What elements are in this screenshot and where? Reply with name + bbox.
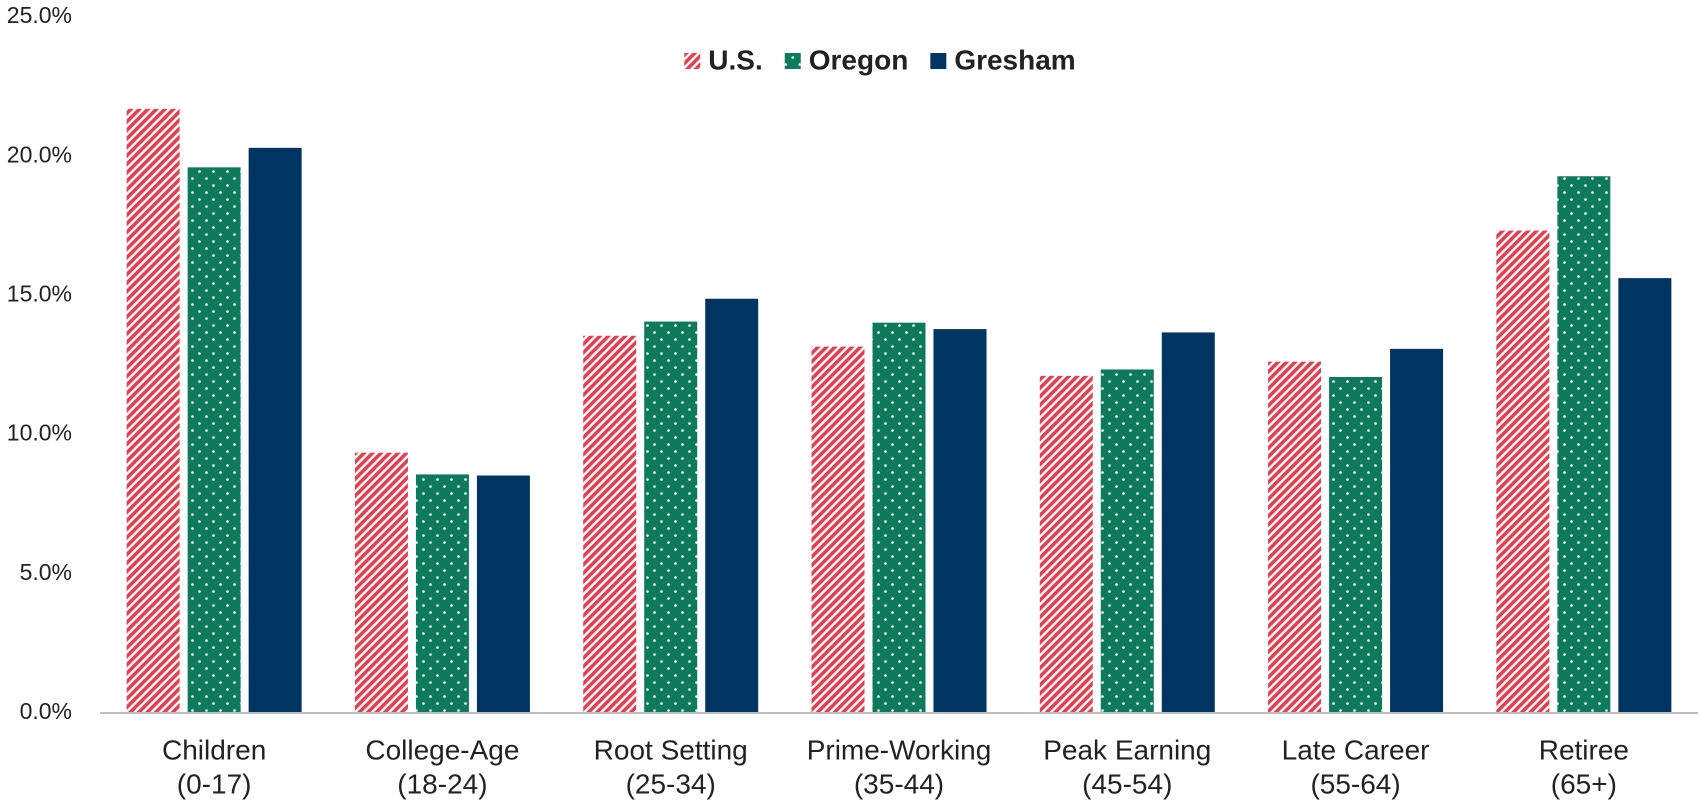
x-tick-label: (0-17) [177, 768, 252, 799]
bar [705, 298, 759, 713]
legend-label: Gresham [954, 44, 1075, 75]
legend: U.S. Oregon Gresham [684, 44, 1076, 75]
y-tick-label: 10.0% [7, 420, 72, 446]
bar [126, 108, 180, 713]
legend-swatch [684, 53, 701, 69]
x-tick-label: (25-34) [626, 768, 716, 799]
bar [354, 452, 408, 713]
bar [1100, 369, 1154, 713]
x-tick-label: Root Setting [594, 734, 748, 765]
bar [1557, 176, 1611, 713]
bar [1496, 230, 1550, 713]
legend-label: U.S. [708, 44, 762, 75]
bar [248, 147, 302, 713]
bar [583, 335, 637, 713]
bar [1039, 375, 1093, 713]
bar [872, 322, 926, 713]
bar [1618, 278, 1672, 713]
bar [1161, 332, 1215, 713]
legend-swatch [930, 53, 947, 69]
x-tick-label: (45-54) [1082, 768, 1172, 799]
legend-label: Oregon [809, 44, 909, 75]
y-tick-label: 0.0% [20, 698, 72, 724]
x-tick-label: Retiree [1539, 734, 1629, 765]
bar [933, 329, 987, 713]
x-tick-label: (65+) [1551, 768, 1617, 799]
x-tick-label: (55-64) [1310, 768, 1400, 799]
bar [1329, 376, 1383, 713]
x-tick-label: Children [162, 734, 266, 765]
bar [644, 321, 698, 713]
y-tick-label: 25.0% [7, 2, 72, 28]
bar [415, 474, 469, 713]
x-tick-label: (18-24) [397, 768, 487, 799]
y-tick-label: 20.0% [7, 141, 72, 167]
x-tick-label: Peak Earning [1043, 734, 1211, 765]
bar [476, 475, 530, 713]
x-tick-label: (35-44) [854, 768, 944, 799]
bar [187, 167, 241, 713]
y-tick-label: 5.0% [20, 559, 72, 585]
x-tick-label: Prime-Working [807, 734, 992, 765]
legend-swatch [784, 53, 801, 69]
bar [811, 346, 865, 713]
x-tick-label: College-Age [365, 734, 519, 765]
x-tick-label: Late Career [1282, 734, 1430, 765]
bar [1390, 348, 1444, 713]
y-tick-label: 15.0% [7, 280, 72, 306]
bar [1268, 361, 1322, 713]
